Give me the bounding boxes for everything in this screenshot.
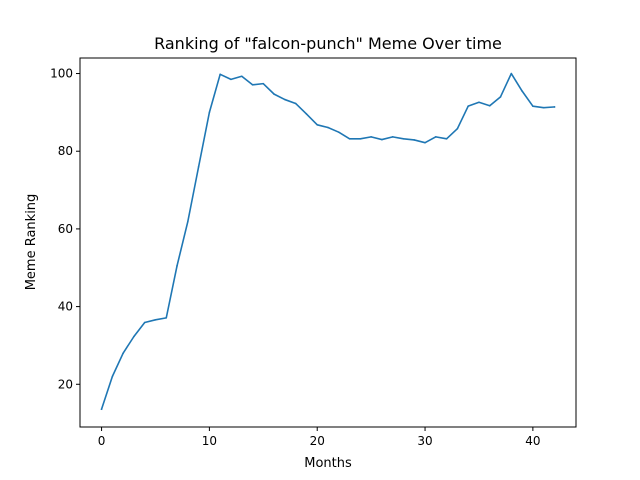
data-point <box>521 90 523 92</box>
data-point <box>122 352 124 355</box>
y-tick-label: 100 <box>50 67 73 81</box>
data-point <box>133 335 135 338</box>
data-point <box>262 82 265 85</box>
data-point <box>467 105 469 107</box>
data-point <box>154 319 157 321</box>
data-point <box>413 139 416 141</box>
data-point <box>435 136 437 138</box>
data-point <box>305 113 308 115</box>
y-tick-label: 80 <box>58 144 73 158</box>
data-point <box>488 104 491 107</box>
y-axis-label: Meme Ranking <box>24 194 39 291</box>
data-point <box>359 137 362 140</box>
data-point <box>316 124 319 126</box>
chart-title: Ranking of "falcon-punch" Meme Over time <box>154 34 502 53</box>
data-point <box>424 141 426 144</box>
x-tick-label: 20 <box>310 434 325 448</box>
data-point <box>208 111 211 114</box>
data-point <box>273 93 275 95</box>
x-axis-label: Months <box>304 456 352 471</box>
x-tick-label: 40 <box>525 434 540 448</box>
data-point <box>402 137 405 140</box>
data-point <box>381 138 383 141</box>
data-point <box>510 72 513 75</box>
data-point <box>230 78 232 81</box>
data-point <box>219 73 221 76</box>
data-point <box>327 126 329 129</box>
data-point <box>240 75 243 78</box>
data-point <box>553 106 556 108</box>
series-line <box>100 72 556 411</box>
y-tick-label: 60 <box>58 222 73 236</box>
y-tick-label: 20 <box>58 377 73 391</box>
y-axis: 20 40 60 80 100 <box>50 67 80 391</box>
data-point <box>456 127 459 130</box>
data-point <box>165 317 168 319</box>
data-point <box>100 408 103 410</box>
data-point <box>284 98 286 101</box>
y-tick-label: 40 <box>58 300 73 314</box>
data-point <box>542 106 545 109</box>
x-tick-label: 0 <box>98 434 106 448</box>
data-point <box>348 137 351 140</box>
data-point <box>445 137 448 140</box>
data-point <box>391 136 394 138</box>
data-points <box>100 72 556 410</box>
data-point <box>478 101 480 104</box>
data-point <box>251 84 254 86</box>
data-point <box>532 105 534 107</box>
x-tick-label: 30 <box>417 434 432 448</box>
data-point <box>187 220 189 223</box>
x-tick-label: 10 <box>202 434 217 448</box>
data-point <box>337 131 340 133</box>
data-point <box>143 321 146 324</box>
x-axis: 0 10 20 30 40 <box>98 427 541 448</box>
data-point <box>111 375 114 378</box>
plot-area <box>79 57 577 428</box>
data-point <box>176 265 178 267</box>
data-point <box>499 96 502 98</box>
data-point <box>197 165 200 168</box>
data-point <box>370 136 372 138</box>
data-point <box>294 102 297 105</box>
